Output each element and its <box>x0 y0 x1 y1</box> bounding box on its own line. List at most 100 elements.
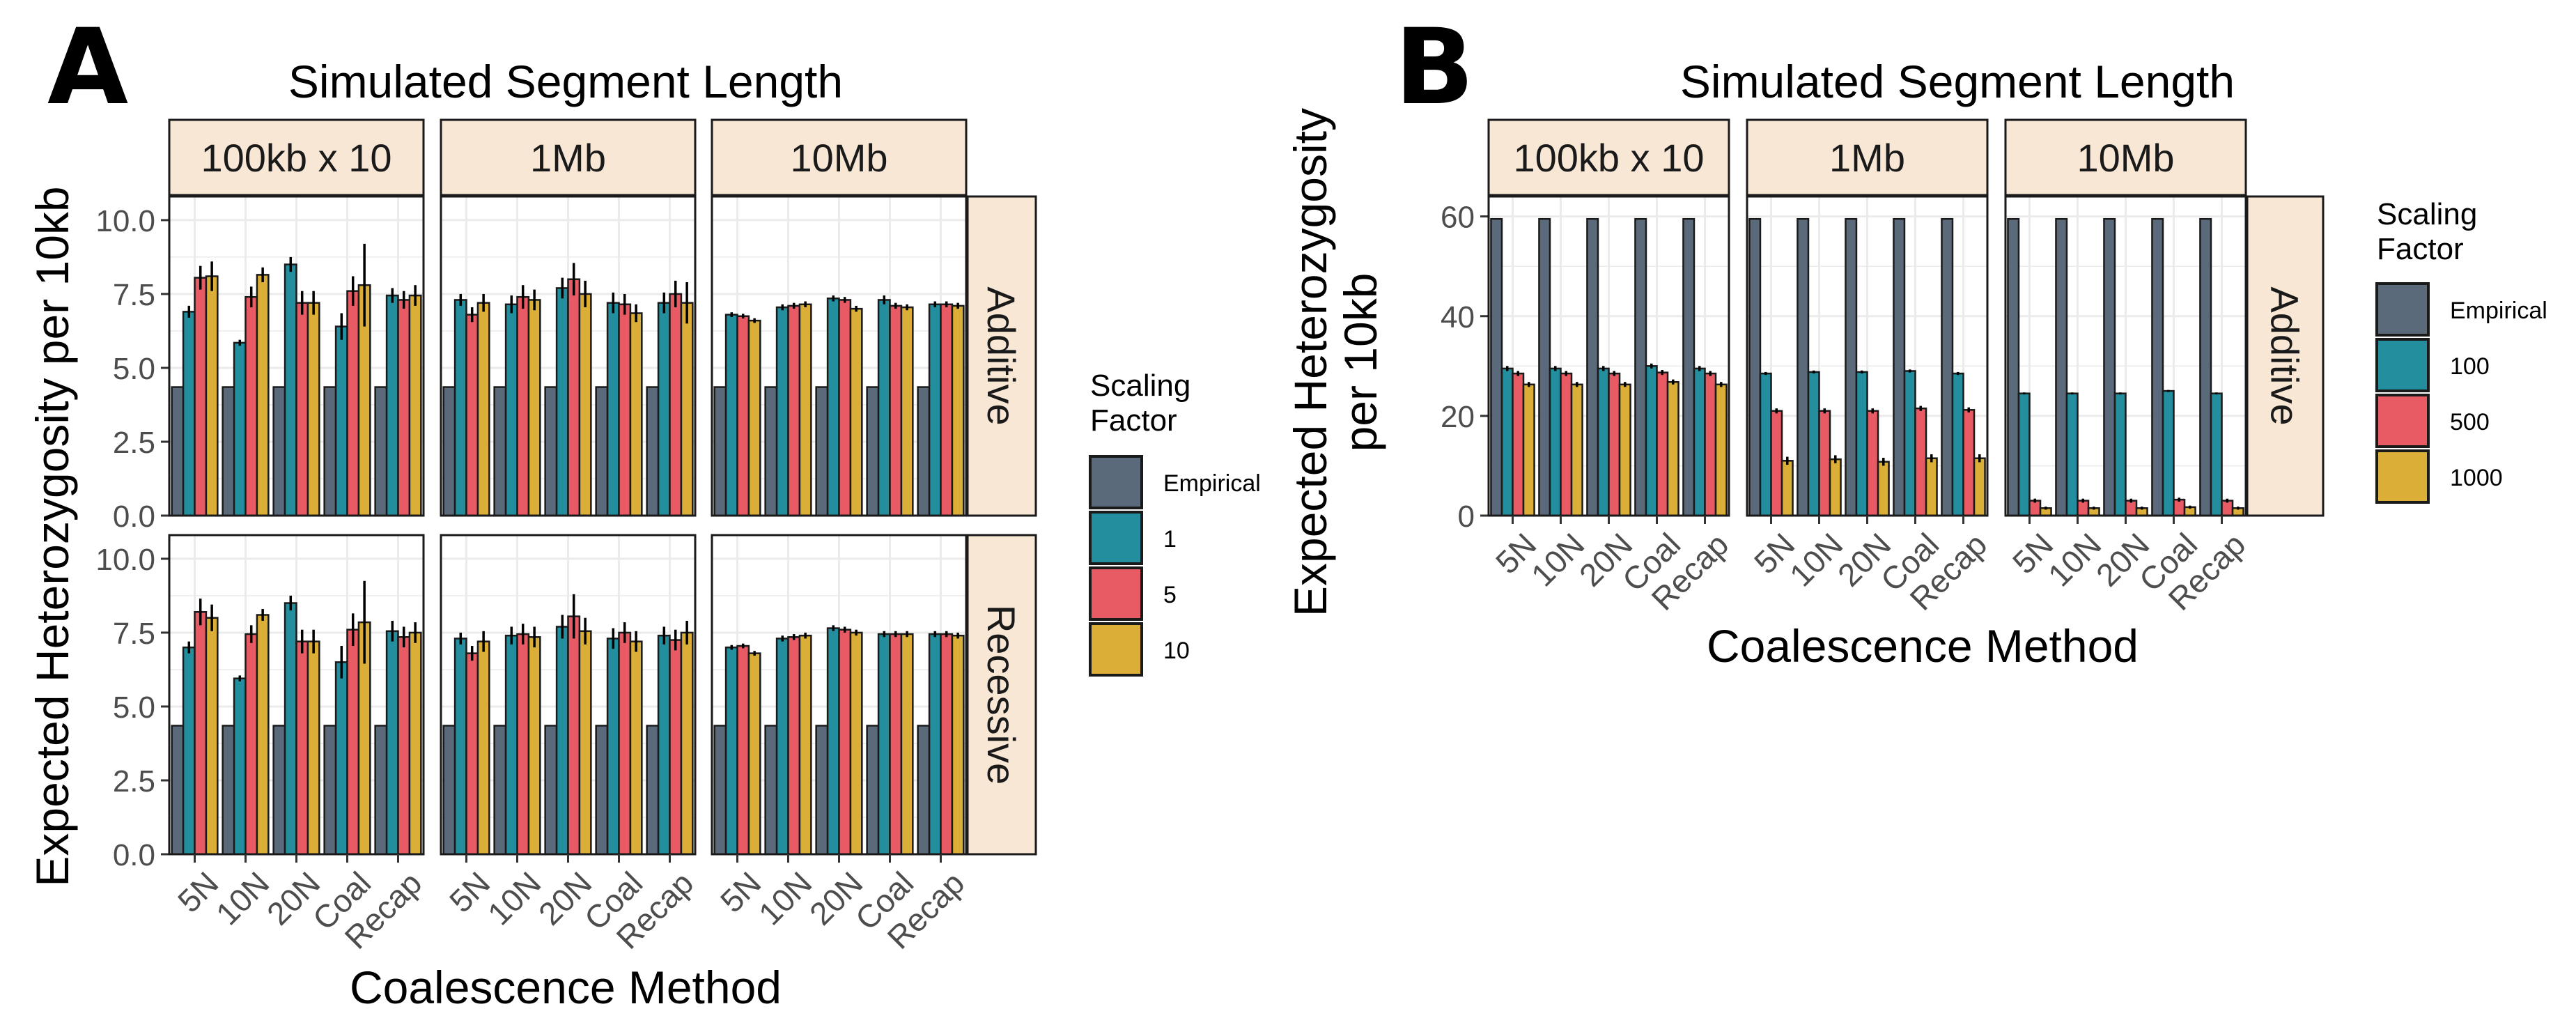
bar <box>323 725 337 856</box>
bar <box>2055 217 2068 517</box>
column-strip <box>2004 118 2247 196</box>
bar <box>408 631 422 856</box>
bar <box>171 725 185 856</box>
bar <box>2113 392 2127 517</box>
column-strip-label: 1Mb <box>1829 136 1905 180</box>
bar <box>1962 409 1976 517</box>
legend-label: 100 <box>2450 353 2490 380</box>
row-strip <box>966 534 1037 856</box>
bar <box>284 602 297 856</box>
bar <box>1714 383 1728 517</box>
bar <box>877 299 891 517</box>
bar <box>346 290 360 517</box>
bar <box>1570 383 1583 517</box>
bar <box>1549 367 1562 517</box>
legend-label: 5 <box>1163 582 1177 608</box>
column-strip-label: 100kb x 10 <box>201 136 392 180</box>
facet-border <box>711 195 968 517</box>
bar <box>493 725 507 856</box>
bar <box>1759 372 1772 517</box>
bar <box>838 628 852 856</box>
legend-title-word: Scaling <box>1090 369 1190 403</box>
bar <box>595 386 609 517</box>
bar <box>1586 217 1599 517</box>
column-strip-label: 100kb x 10 <box>1514 136 1705 180</box>
bar <box>747 319 761 517</box>
legend-title-word: Scaling <box>2377 197 2477 231</box>
bar <box>713 725 727 856</box>
bar <box>2103 217 2116 517</box>
y-tick-label: 10.0 <box>95 204 155 238</box>
bar <box>940 633 954 856</box>
bar <box>826 298 840 517</box>
bar <box>1682 217 1696 517</box>
legend-label: 500 <box>2450 409 2490 435</box>
bar <box>578 630 592 856</box>
legend-key <box>1089 455 1143 509</box>
row-strip-label-group: Additive <box>2263 286 2307 425</box>
panel-a: A Simulated Segment Length Coalescence Met… <box>26 7 1261 1013</box>
chart-title: Simulated Segment Length <box>288 56 843 107</box>
column-strip <box>168 118 425 196</box>
y-tick-label: 40 <box>1441 300 1475 334</box>
bar <box>1903 370 1916 517</box>
y-axis-label: Expected Heterozygosity per 10kb <box>26 186 78 886</box>
bar <box>397 636 411 856</box>
bar <box>1866 410 1879 517</box>
bar <box>1925 457 1938 517</box>
facet-border <box>168 195 425 517</box>
row-strip-label-group: Additive <box>979 286 1023 425</box>
bar <box>307 640 320 856</box>
facet-panel <box>440 195 697 517</box>
bar <box>680 631 694 856</box>
x-tick-label-group: 10N <box>752 865 818 932</box>
bar <box>826 627 840 856</box>
y-axis-label-group: Expected Heterozygosity per 10kb <box>26 186 78 886</box>
y-tick-label: 0.0 <box>113 838 155 872</box>
bar <box>849 631 863 856</box>
bar <box>815 725 829 856</box>
bar <box>838 299 852 517</box>
bar <box>272 725 286 856</box>
bar <box>1914 407 1927 517</box>
panel-letter: B <box>1395 7 1474 128</box>
bar <box>1618 383 1631 517</box>
bar <box>787 304 801 517</box>
bar <box>233 341 247 517</box>
facet-panel <box>168 195 425 517</box>
x-axis-label: Coalescence Method <box>350 962 782 1013</box>
bar <box>775 306 789 517</box>
bar <box>1770 410 1783 517</box>
bar <box>476 302 490 517</box>
bar <box>385 294 399 517</box>
legend-key <box>2375 282 2430 337</box>
bar <box>493 386 507 517</box>
bar <box>775 638 789 856</box>
bar <box>669 639 683 856</box>
bar <box>1656 371 1669 517</box>
bar <box>295 640 309 856</box>
bar <box>397 299 411 517</box>
bar <box>1666 380 1679 517</box>
bar <box>618 631 632 856</box>
bar <box>504 634 518 856</box>
column-strip <box>711 118 968 196</box>
bar <box>1522 383 1535 517</box>
legend-key <box>1089 566 1143 621</box>
bar <box>2221 500 2234 517</box>
legend-key <box>1089 622 1143 677</box>
bar <box>1780 460 1794 517</box>
bar <box>724 314 738 517</box>
bar <box>245 295 258 517</box>
x-tick-label-group: 10N <box>481 865 548 932</box>
bar <box>527 299 541 517</box>
bar <box>233 677 247 856</box>
bar <box>205 617 219 856</box>
bar <box>657 634 671 856</box>
bar <box>1704 372 1717 517</box>
bar <box>1608 372 1621 517</box>
